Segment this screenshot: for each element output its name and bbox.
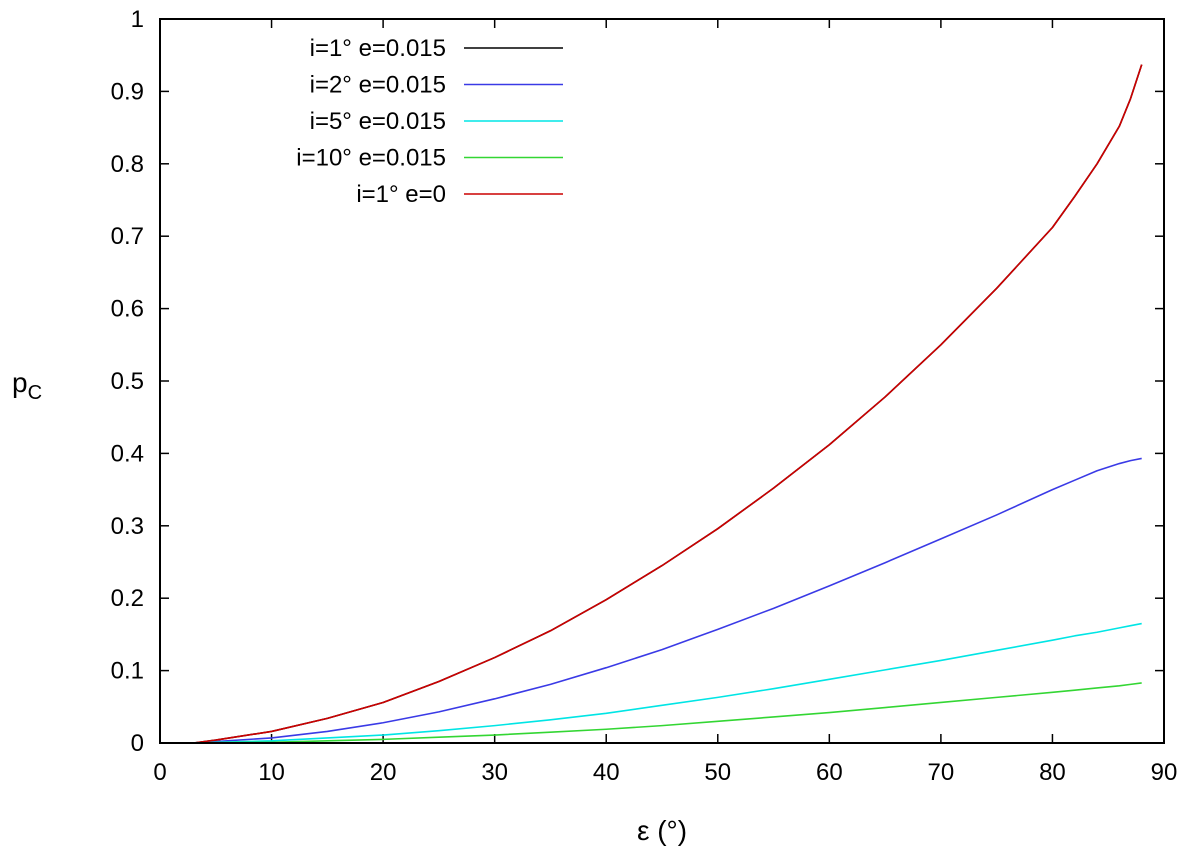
legend-label-3: i=10° e=0.015 <box>296 145 446 172</box>
series-layer <box>193 64 1143 744</box>
x-tick-label-60: 60 <box>816 759 843 786</box>
x-tick-label-20: 20 <box>370 759 397 786</box>
x-tick-label-50: 50 <box>704 759 731 786</box>
legend-label-4: i=1° e=0 <box>356 181 446 208</box>
ticks-layer: 0 10 20 30 40 50 60 70 80 90 0 0.1 0.2 0.3 0.4 0.5 0.6 0.… <box>111 6 1178 786</box>
x-tick-label-70: 70 <box>928 759 955 786</box>
y-tick-label-0.8: 0.8 <box>111 151 144 178</box>
x-tick-label-80: 80 <box>1039 759 1066 786</box>
y-axis-label: pC <box>12 367 42 404</box>
series-line-4 <box>193 64 1143 744</box>
y-tick-label-0.6: 0.6 <box>111 296 144 323</box>
series-line-3 <box>193 682 1142 744</box>
y-tick-label-0.7: 0.7 <box>111 223 144 250</box>
y-tick-label-0.2: 0.2 <box>111 585 144 612</box>
legend: i=1° e=0.015 i=2° e=0.015 i=5° e=0.015 i=10… <box>296 35 563 208</box>
x-tick-label-90: 90 <box>1151 759 1178 786</box>
x-tick-label-40: 40 <box>593 759 620 786</box>
x-tick-label-0: 0 <box>153 759 166 786</box>
legend-label-2: i=5° e=0.015 <box>310 108 446 135</box>
series-line-2 <box>193 622 1142 744</box>
x-tick-label-30: 30 <box>481 759 508 786</box>
y-tick-label-0.3: 0.3 <box>111 513 144 540</box>
legend-label-1: i=2° e=0.015 <box>310 72 446 99</box>
plot-frame <box>159 18 1165 744</box>
y-axis-label-main: p <box>12 367 28 398</box>
legend-label-0: i=1° e=0.015 <box>310 35 446 62</box>
x-axis-label: ε (°) <box>637 815 687 846</box>
y-tick-label-0.5: 0.5 <box>111 368 144 395</box>
y-axis-label-subscript: C <box>28 382 42 404</box>
series-line-1 <box>193 457 1142 744</box>
y-tick-label-0.1: 0.1 <box>111 658 144 685</box>
y-tick-label-0: 0 <box>131 730 144 757</box>
y-tick-label-1: 1 <box>131 6 144 33</box>
y-tick-label-0.9: 0.9 <box>111 78 144 105</box>
x-tick-label-10: 10 <box>258 759 285 786</box>
y-tick-label-0.4: 0.4 <box>111 440 144 467</box>
